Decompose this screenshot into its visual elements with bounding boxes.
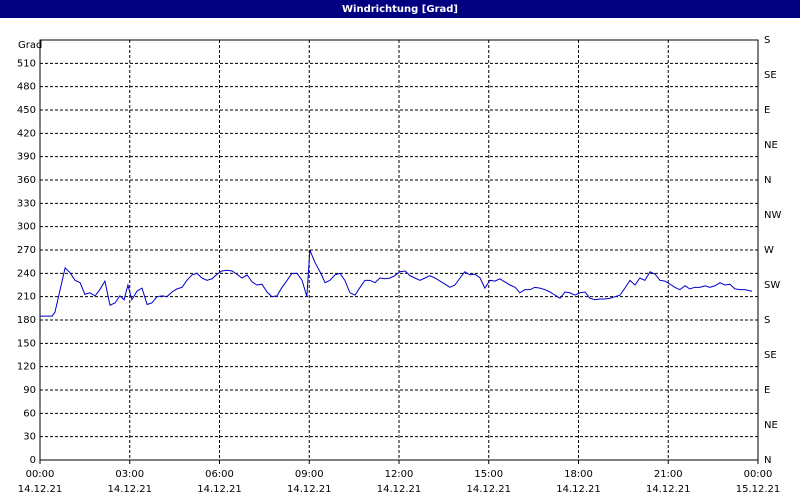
y2-tick-label: NW (764, 210, 781, 221)
x-tick-label: 18:00 (564, 469, 593, 480)
y2-tick-label: S (764, 35, 770, 46)
y-tick-label: 450 (17, 105, 36, 116)
y-tick-label: 510 (17, 58, 36, 69)
x-tick-date: 14.12.21 (466, 484, 511, 495)
y2-tick-label: SW (764, 280, 780, 291)
y-tick-label: 60 (23, 408, 36, 419)
y2-tick-label: SE (764, 350, 777, 361)
y2-tick-label: W (764, 245, 774, 256)
x-tick-date: 14.12.21 (18, 484, 63, 495)
x-tick-date: 14.12.21 (197, 484, 242, 495)
x-tick-date: 14.12.21 (646, 484, 691, 495)
x-tick-date: 14.12.21 (287, 484, 332, 495)
y-tick-label: 150 (17, 338, 36, 349)
y-tick-label: 390 (17, 152, 36, 163)
y-axis-label: Grad (18, 40, 42, 51)
chart-title: Windrichtung [Grad] (342, 4, 458, 15)
data-line (40, 249, 753, 317)
y-tick-label: 240 (17, 268, 36, 279)
y2-tick-label: N (764, 175, 771, 186)
y2-tick-label: N (764, 455, 771, 466)
y2-tick-label: NE (764, 420, 778, 431)
x-tick-label: 15:00 (474, 469, 503, 480)
x-tick-label: 00:00 (744, 469, 773, 480)
x-tick-label: 06:00 (205, 469, 234, 480)
y-tick-label: 480 (17, 82, 36, 93)
y2-tick-label: NE (764, 140, 778, 151)
y-tick-label: 420 (17, 128, 36, 139)
y2-tick-label: E (764, 105, 770, 116)
x-tick-date: 14.12.21 (107, 484, 152, 495)
y-tick-label: 30 (23, 432, 36, 443)
title-bar (0, 0, 800, 18)
y-tick-label: 0 (30, 455, 36, 466)
y-tick-label: 90 (23, 385, 36, 396)
y-tick-label: 330 (17, 198, 36, 209)
y-tick-label: 120 (17, 362, 36, 373)
y-tick-label: 210 (17, 292, 36, 303)
y2-tick-label: SE (764, 70, 777, 81)
x-tick-label: 12:00 (385, 469, 414, 480)
x-tick-date: 15.12.21 (736, 484, 781, 495)
y-tick-label: 300 (17, 222, 36, 233)
x-tick-label: 09:00 (295, 469, 324, 480)
x-tick-label: 21:00 (654, 469, 683, 480)
y2-tick-label: S (764, 315, 770, 326)
x-tick-date: 14.12.21 (556, 484, 601, 495)
y2-tick-label: E (764, 385, 770, 396)
y-tick-label: 180 (17, 315, 36, 326)
x-tick-date: 14.12.21 (377, 484, 422, 495)
x-tick-label: 00:00 (26, 469, 55, 480)
x-tick-label: 03:00 (115, 469, 144, 480)
y-tick-label: 360 (17, 175, 36, 186)
y-tick-label: 270 (17, 245, 36, 256)
